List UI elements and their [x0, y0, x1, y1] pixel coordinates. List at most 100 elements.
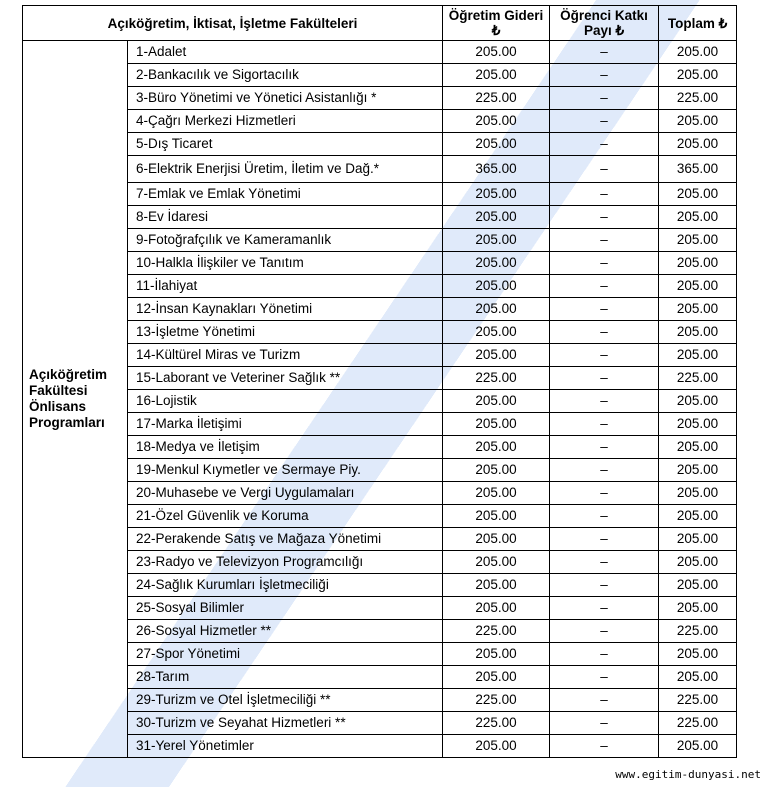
table-row: 19-Menkul Kıymetler ve Sermaye Piy. 205.0… — [23, 458, 737, 482]
total-cell: 225.00 — [658, 711, 737, 735]
program-name: 18-Medya ve İletişim — [127, 435, 443, 459]
program-name: 14-Kültürel Miras ve Turizm — [127, 343, 443, 367]
table-row: 2-Bankacılık ve Sigortacılık 205.00–205.0… — [23, 63, 737, 87]
program-name: 25-Sosyal Bilimler — [127, 596, 443, 620]
cost-cell: 205.00 — [442, 109, 550, 133]
table-row: 4-Çağrı Merkezi Hizmetleri 205.00–205.00 — [23, 109, 737, 133]
total-cell: 205.00 — [658, 596, 737, 620]
program-name: 7-Emlak ve Emlak Yönetimi — [127, 182, 443, 206]
cost-cell: 205.00 — [442, 320, 550, 344]
table-row: 23-Radyo ve Televizyon Programcılığı 205.… — [23, 550, 737, 574]
total-cell: 205.00 — [658, 228, 737, 252]
table-row: 22-Perakende Satış ve Mağaza Yönetimi 205… — [23, 527, 737, 551]
total-cell: 365.00 — [658, 155, 737, 183]
cost-cell: 205.00 — [442, 40, 550, 64]
share-cell: – — [549, 205, 659, 229]
share-cell: – — [549, 297, 659, 321]
share-cell: – — [549, 228, 659, 252]
cost-cell: 205.00 — [442, 389, 550, 413]
share-cell: – — [549, 251, 659, 275]
cost-cell: 225.00 — [442, 366, 550, 390]
total-cell: 205.00 — [658, 132, 737, 156]
program-name: 2-Bankacılık ve Sigortacılık — [127, 63, 443, 87]
table-row: 12-İnsan Kaynakları Yönetimi 205.00–205.0… — [23, 297, 737, 321]
cost-cell: 205.00 — [442, 205, 550, 229]
total-cell: 205.00 — [658, 458, 737, 482]
total-cell: 205.00 — [658, 320, 737, 344]
program-name: 21-Özel Güvenlik ve Koruma — [127, 504, 443, 528]
cost-cell: 205.00 — [442, 504, 550, 528]
table-row: 9-Fotoğrafçılık ve Kameramanlık 205.00–20… — [23, 228, 737, 252]
share-cell: – — [549, 642, 659, 666]
program-name: 12-İnsan Kaynakları Yönetimi — [127, 297, 443, 321]
total-cell: 225.00 — [658, 619, 737, 643]
total-cell: 205.00 — [658, 109, 737, 133]
table-row: 17-Marka İletişimi 205.00–205.00 — [23, 412, 737, 436]
table-row: 30-Turizm ve Seyahat Hizmetleri ** 225.00… — [23, 711, 737, 735]
total-cell: 205.00 — [658, 734, 737, 758]
cost-cell: 205.00 — [442, 412, 550, 436]
table-row: 10-Halkla İlişkiler ve Tanıtım 205.00–205… — [23, 251, 737, 275]
share-cell: – — [549, 109, 659, 133]
share-cell: – — [549, 550, 659, 574]
total-cell: 225.00 — [658, 86, 737, 110]
program-name: 22-Perakende Satış ve Mağaza Yönetimi — [127, 527, 443, 551]
share-cell: – — [549, 274, 659, 298]
faculty-header: Açıköğretim, İktisat, İşletme Fakülteler… — [22, 5, 443, 41]
total-cell: 205.00 — [658, 63, 737, 87]
share-cell: – — [549, 504, 659, 528]
program-name: 27-Spor Yönetimi — [127, 642, 443, 666]
share-cell: – — [549, 366, 659, 390]
cost-cell: 205.00 — [442, 734, 550, 758]
group-label: Açıköğretim Fakültesi Önlisans Programla… — [22, 40, 128, 758]
table-row: 31-Yerel Yönetimler 205.00–205.00 — [23, 734, 737, 758]
total-cell: 205.00 — [658, 343, 737, 367]
total-cell: 205.00 — [658, 642, 737, 666]
share-header: Öğrenci Katkı Payı ₺ — [549, 5, 659, 41]
footer-url: www.egitim-dunyasi.net — [615, 768, 761, 781]
program-name: 30-Turizm ve Seyahat Hizmetleri ** — [127, 711, 443, 735]
cost-cell: 205.00 — [442, 573, 550, 597]
program-name: 24-Sağlık Kurumları İşletmeciliği — [127, 573, 443, 597]
cost-cell: 205.00 — [442, 458, 550, 482]
cost-cell: 205.00 — [442, 251, 550, 275]
program-name: 6-Elektrik Enerjisi Üretim, İletim ve Da… — [127, 155, 443, 183]
table-row: 8-Ev İdaresi 205.00–205.00 — [23, 205, 737, 229]
table-row: 27-Spor Yönetimi 205.00–205.00 — [23, 642, 737, 666]
share-cell: – — [549, 688, 659, 712]
share-cell: – — [549, 596, 659, 620]
share-cell: – — [549, 412, 659, 436]
cost-cell: 205.00 — [442, 182, 550, 206]
share-cell: – — [549, 155, 659, 183]
table-row: 6-Elektrik Enerjisi Üretim, İletim ve Da… — [23, 155, 737, 183]
total-cell: 205.00 — [658, 389, 737, 413]
table-row: Açıköğretim Fakültesi Önlisans Programla… — [22, 40, 737, 758]
program-name: 31-Yerel Yönetimler — [127, 734, 443, 758]
cost-cell: 205.00 — [442, 642, 550, 666]
table-row: 16-Lojistik 205.00–205.00 — [23, 389, 737, 413]
share-cell: – — [549, 40, 659, 64]
table-row: 18-Medya ve İletişim 205.00–205.00 — [23, 435, 737, 459]
program-name: 11-İlahiyat — [127, 274, 443, 298]
program-name: 8-Ev İdaresi — [127, 205, 443, 229]
cost-cell: 205.00 — [442, 665, 550, 689]
cost-cell: 205.00 — [442, 343, 550, 367]
share-cell: – — [549, 343, 659, 367]
cost-cell: 225.00 — [442, 688, 550, 712]
total-cell: 205.00 — [658, 274, 737, 298]
total-cell: 205.00 — [658, 251, 737, 275]
program-name: 4-Çağrı Merkezi Hizmetleri — [127, 109, 443, 133]
total-cell: 205.00 — [658, 665, 737, 689]
total-cell: 205.00 — [658, 573, 737, 597]
share-cell: – — [549, 734, 659, 758]
share-cell: – — [549, 665, 659, 689]
total-cell: 205.00 — [658, 182, 737, 206]
share-cell: – — [549, 86, 659, 110]
cost-cell: 205.00 — [442, 274, 550, 298]
table-row: 21-Özel Güvenlik ve Koruma 205.00–205.00 — [23, 504, 737, 528]
program-name: 23-Radyo ve Televizyon Programcılığı — [127, 550, 443, 574]
program-name: 19-Menkul Kıymetler ve Sermaye Piy. — [127, 458, 443, 482]
program-name: 29-Turizm ve Otel İşletmeciliği ** — [127, 688, 443, 712]
share-cell: – — [549, 458, 659, 482]
share-cell: – — [549, 619, 659, 643]
